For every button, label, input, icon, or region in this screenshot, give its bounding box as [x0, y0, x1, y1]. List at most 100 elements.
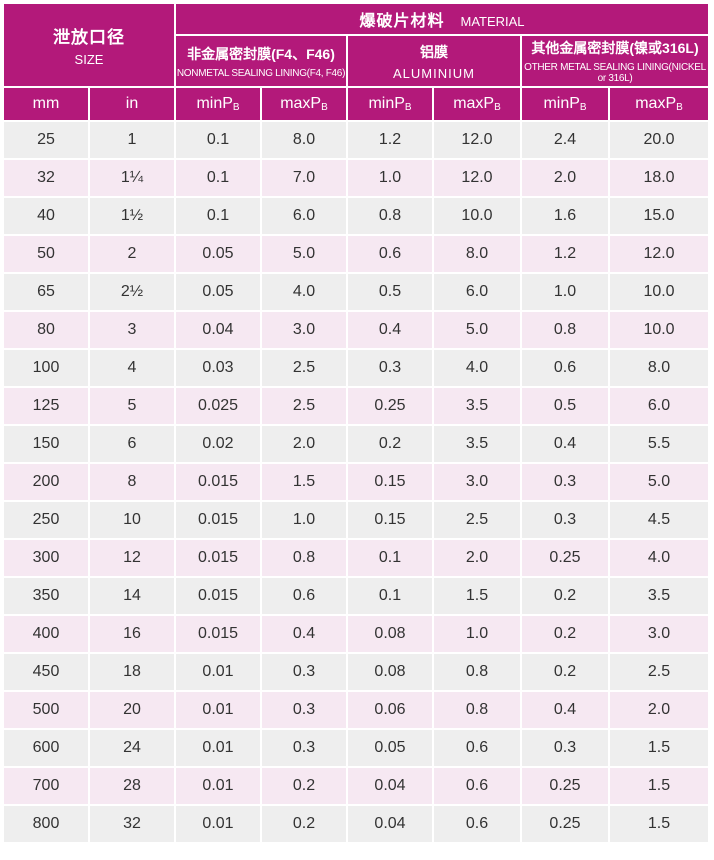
table-row: 25 1 0.1 8.0 1.2 12.0 2.4 20.0 — [4, 122, 711, 160]
cell-size-in: 16 — [90, 616, 176, 654]
unit-header-row: mm in minPB maxPB minPB maxPB minPB maxP… — [4, 88, 711, 122]
cell-nonmetal-max: 0.3 — [262, 692, 348, 730]
cell-nonmetal-min: 0.015 — [176, 616, 262, 654]
cell-nonmetal-max: 2.0 — [262, 426, 348, 464]
cell-nonmetal-min: 0.01 — [176, 654, 262, 692]
material-header-en: MATERIAL — [460, 14, 525, 29]
cell-aluminium-max: 0.8 — [434, 654, 522, 692]
cell-nonmetal-min: 0.025 — [176, 388, 262, 426]
cell-nonmetal-max: 0.8 — [262, 540, 348, 578]
cell-aluminium-max: 8.0 — [434, 236, 522, 274]
cell-size-in: 2 — [90, 236, 176, 274]
cell-aluminium-min: 1.0 — [348, 160, 434, 198]
cell-other-max: 1.5 — [610, 806, 711, 844]
aluminium-group-en: ALUMINIUM — [393, 65, 475, 81]
cell-aluminium-max: 12.0 — [434, 160, 522, 198]
cell-nonmetal-max: 1.5 — [262, 464, 348, 502]
cell-size-in: 1½ — [90, 198, 176, 236]
cell-aluminium-max: 0.6 — [434, 730, 522, 768]
cell-nonmetal-min: 0.015 — [176, 578, 262, 616]
cell-size-in: 4 — [90, 350, 176, 388]
cell-other-max: 5.0 — [610, 464, 711, 502]
cell-size-mm: 150 — [4, 426, 90, 464]
table-row: 100 4 0.03 2.5 0.3 4.0 0.6 8.0 — [4, 350, 711, 388]
cell-aluminium-max: 3.0 — [434, 464, 522, 502]
cell-other-min: 1.6 — [522, 198, 610, 236]
cell-size-mm: 350 — [4, 578, 90, 616]
cell-aluminium-min: 0.06 — [348, 692, 434, 730]
cell-size-mm: 800 — [4, 806, 90, 844]
cell-aluminium-max: 6.0 — [434, 274, 522, 312]
cell-other-max: 1.5 — [610, 730, 711, 768]
cell-aluminium-min: 1.2 — [348, 122, 434, 160]
subscript: B — [494, 102, 501, 113]
unit-other-max: maxPB — [610, 88, 711, 122]
cell-size-mm: 100 — [4, 350, 90, 388]
size-header: 泄放口径 SIZE — [4, 4, 176, 88]
size-header-en: SIZE — [74, 52, 104, 67]
material-header-cn: 爆破片材料 — [359, 13, 445, 30]
cell-aluminium-min: 0.04 — [348, 768, 434, 806]
table-row: 250 10 0.015 1.0 0.15 2.5 0.3 4.5 — [4, 502, 711, 540]
cell-other-max: 18.0 — [610, 160, 711, 198]
cell-aluminium-min: 0.05 — [348, 730, 434, 768]
unit-mm: mm — [4, 88, 90, 122]
cell-size-in: 10 — [90, 502, 176, 540]
cell-other-max: 10.0 — [610, 274, 711, 312]
nonmetal-group-header: 非金属密封膜(F4、F46) NONMETAL SEALING LINING(F… — [176, 36, 348, 88]
cell-aluminium-min: 0.8 — [348, 198, 434, 236]
cell-other-max: 20.0 — [610, 122, 711, 160]
table-row: 150 6 0.02 2.0 0.2 3.5 0.4 5.5 — [4, 426, 711, 464]
table-row: 300 12 0.015 0.8 0.1 2.0 0.25 4.0 — [4, 540, 711, 578]
cell-nonmetal-max: 3.0 — [262, 312, 348, 350]
cell-nonmetal-min: 0.015 — [176, 464, 262, 502]
table-body: 25 1 0.1 8.0 1.2 12.0 2.4 20.0 32 1¼ 0.1 7.0 1.0 12.0… — [4, 122, 711, 844]
cell-nonmetal-min: 0.01 — [176, 806, 262, 844]
cell-other-min: 0.3 — [522, 502, 610, 540]
cell-size-in: 14 — [90, 578, 176, 616]
table-row: 350 14 0.015 0.6 0.1 1.5 0.2 3.5 — [4, 578, 711, 616]
table-row: 125 5 0.025 2.5 0.25 3.5 0.5 6.0 — [4, 388, 711, 426]
cell-size-mm: 600 — [4, 730, 90, 768]
cell-nonmetal-min: 0.02 — [176, 426, 262, 464]
table-row: 65 2½ 0.05 4.0 0.5 6.0 1.0 10.0 — [4, 274, 711, 312]
cell-nonmetal-max: 5.0 — [262, 236, 348, 274]
cell-nonmetal-max: 7.0 — [262, 160, 348, 198]
cell-other-max: 6.0 — [610, 388, 711, 426]
table-header: 泄放口径 SIZE 爆破片材料 MATERIAL 非金属密封膜(F4、F46) N… — [4, 4, 711, 122]
cell-nonmetal-max: 8.0 — [262, 122, 348, 160]
table-row: 200 8 0.015 1.5 0.15 3.0 0.3 5.0 — [4, 464, 711, 502]
cell-size-in: 20 — [90, 692, 176, 730]
cell-size-in: 24 — [90, 730, 176, 768]
cell-aluminium-min: 0.5 — [348, 274, 434, 312]
cell-aluminium-max: 3.5 — [434, 426, 522, 464]
cell-other-max: 10.0 — [610, 312, 711, 350]
cell-nonmetal-max: 1.0 — [262, 502, 348, 540]
table-row: 50 2 0.05 5.0 0.6 8.0 1.2 12.0 — [4, 236, 711, 274]
cell-other-min: 0.3 — [522, 464, 610, 502]
cell-aluminium-max: 3.5 — [434, 388, 522, 426]
cell-other-min: 1.0 — [522, 274, 610, 312]
cell-size-in: 3 — [90, 312, 176, 350]
cell-other-min: 0.3 — [522, 730, 610, 768]
max-label: maxP — [635, 95, 677, 112]
cell-nonmetal-min: 0.1 — [176, 122, 262, 160]
cell-aluminium-min: 0.3 — [348, 350, 434, 388]
cell-nonmetal-max: 4.0 — [262, 274, 348, 312]
cell-other-min: 0.4 — [522, 692, 610, 730]
cell-size-mm: 25 — [4, 122, 90, 160]
cell-other-max: 3.5 — [610, 578, 711, 616]
cell-size-in: 32 — [90, 806, 176, 844]
cell-nonmetal-max: 0.2 — [262, 806, 348, 844]
cell-aluminium-max: 0.6 — [434, 806, 522, 844]
table-row: 800 32 0.01 0.2 0.04 0.6 0.25 1.5 — [4, 806, 711, 844]
cell-nonmetal-min: 0.04 — [176, 312, 262, 350]
cell-nonmetal-max: 0.2 — [262, 768, 348, 806]
cell-nonmetal-min: 0.03 — [176, 350, 262, 388]
nonmetal-group-cn: 非金属密封膜(F4、F46) — [187, 45, 335, 62]
cell-size-mm: 500 — [4, 692, 90, 730]
cell-size-mm: 700 — [4, 768, 90, 806]
cell-nonmetal-min: 0.015 — [176, 502, 262, 540]
cell-nonmetal-max: 2.5 — [262, 388, 348, 426]
cell-other-min: 0.25 — [522, 768, 610, 806]
